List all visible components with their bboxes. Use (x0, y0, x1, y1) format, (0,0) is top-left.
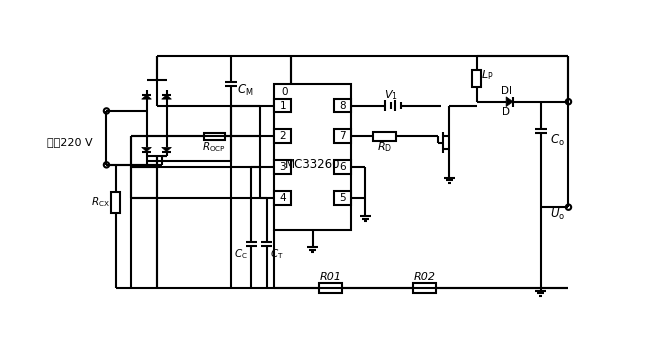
Text: $C_{\mathrm{C}}$: $C_{\mathrm{C}}$ (234, 247, 248, 261)
Text: 7: 7 (339, 132, 346, 141)
Polygon shape (142, 95, 151, 99)
Text: D: D (502, 107, 510, 117)
Text: $R_{\mathrm{OCP}}$: $R_{\mathrm{OCP}}$ (202, 140, 226, 154)
Text: MC33260: MC33260 (285, 158, 341, 171)
Text: 1: 1 (279, 101, 286, 111)
Bar (334, 160, 351, 174)
Bar (274, 160, 291, 174)
Text: 6: 6 (339, 162, 346, 172)
Text: $C_{\mathrm{T}}$: $C_{\mathrm{T}}$ (269, 247, 283, 261)
Text: 交流220 V: 交流220 V (47, 137, 93, 147)
Text: $L_{\mathrm{P}}$: $L_{\mathrm{P}}$ (481, 68, 494, 82)
Polygon shape (162, 95, 171, 99)
Text: R02: R02 (413, 272, 436, 282)
Text: 0: 0 (282, 87, 288, 98)
Polygon shape (142, 147, 151, 152)
Polygon shape (506, 97, 513, 107)
Text: R01: R01 (320, 272, 341, 282)
Bar (274, 191, 291, 205)
Bar (334, 99, 351, 112)
Text: $R_{\mathrm{CX}}$: $R_{\mathrm{CX}}$ (91, 196, 110, 210)
Bar (274, 129, 291, 143)
Bar (472, 70, 481, 87)
Text: $V_{\mathrm{1}}$: $V_{\mathrm{1}}$ (385, 88, 398, 102)
Bar (274, 84, 351, 230)
Bar (203, 133, 225, 140)
Text: $U_{\mathrm{o}}$: $U_{\mathrm{o}}$ (550, 208, 565, 222)
Polygon shape (162, 147, 171, 152)
Text: 2: 2 (279, 132, 286, 141)
Bar (319, 283, 342, 293)
Text: 8: 8 (339, 101, 346, 111)
Bar (373, 132, 396, 141)
Text: $C_{\mathrm{M}}$: $C_{\mathrm{M}}$ (237, 83, 253, 98)
Bar (111, 192, 120, 213)
Text: 4: 4 (279, 193, 286, 203)
Text: DI: DI (500, 86, 511, 96)
Bar (334, 191, 351, 205)
Bar (274, 99, 291, 112)
Text: 5: 5 (339, 193, 346, 203)
Bar (413, 283, 436, 293)
Text: 3: 3 (279, 162, 286, 172)
Text: $R_{\mathrm{D}}$: $R_{\mathrm{D}}$ (377, 140, 392, 154)
Text: $C_{\mathrm{o}}$: $C_{\mathrm{o}}$ (550, 133, 565, 148)
Bar (334, 129, 351, 143)
